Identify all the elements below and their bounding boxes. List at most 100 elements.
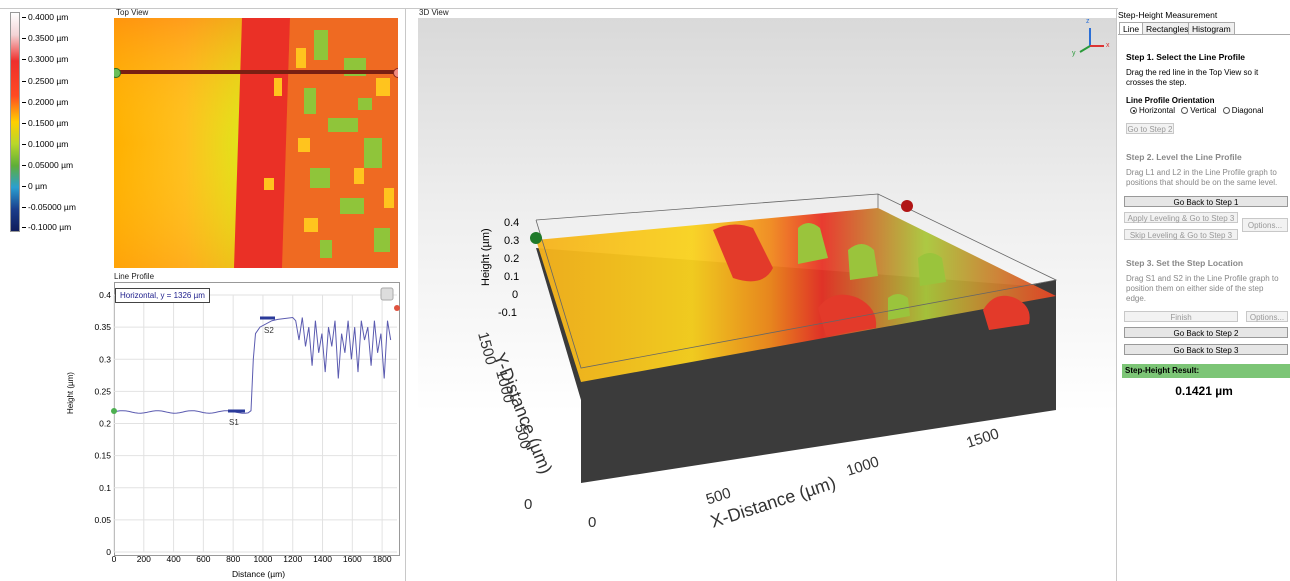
profile-x-axis-label: Distance (µm)	[232, 569, 286, 579]
s1-label: S1	[229, 418, 239, 427]
scale-label: 0.1500 µm	[22, 118, 68, 128]
scale-label: 0.1000 µm	[22, 139, 68, 149]
line-handle-right[interactable]	[393, 68, 398, 78]
y-tick-label: 0.05	[94, 515, 111, 525]
x-tick-label: 1800	[373, 554, 392, 564]
panel-title: Step-Height Measurement	[1118, 10, 1218, 20]
step1-text: Drag the red line in the Top View so it …	[1126, 68, 1259, 87]
scale-label: -0.05000 µm	[22, 202, 76, 212]
profile-start-marker[interactable]	[111, 408, 117, 414]
view3d-canvas[interactable]: 0.4 0.3 0.2 0.1 0 -0.1 Height (µm) 1500 …	[418, 18, 1116, 581]
result-value: 0.1421 µm	[1175, 384, 1233, 398]
scale-label: 0.3500 µm	[22, 33, 68, 43]
step3-title: Step 3. Set the Step Location	[1126, 258, 1244, 268]
orientation-label: Line Profile Orientation	[1126, 96, 1215, 105]
radio-horizontal[interactable]	[1130, 107, 1137, 115]
tab-divider	[1118, 34, 1290, 35]
top-view-texture	[114, 18, 398, 268]
axis-icon-z-label: z	[1086, 18, 1090, 25]
y-tick-label: 0.15	[94, 451, 111, 461]
profile-x-ticks: 0 200 400 600 800 1000 1200 1400 1600 1800	[112, 554, 392, 564]
result-label: Step-Height Result:	[1122, 364, 1290, 378]
radio-horizontal-label: Horizontal	[1139, 106, 1176, 115]
y-tick-label: 0.2	[99, 419, 111, 429]
scale-label: 0.2000 µm	[22, 97, 68, 107]
axis-orientation-icon	[1079, 28, 1104, 53]
y-tick-label: 0.3	[99, 354, 111, 364]
radio-diagonal-label: Diagonal	[1231, 106, 1264, 115]
x-tick-label: 1400	[313, 554, 332, 564]
go-back-step2-button[interactable]: Go Back to Step 2	[1124, 327, 1288, 338]
go-back-step1-button[interactable]: Go Back to Step 1	[1124, 196, 1288, 207]
profile-grid	[113, 294, 397, 553]
z-tick: -0.1	[498, 307, 517, 319]
orientation-options: Horizontal Vertical Diagonal	[1126, 106, 1284, 116]
z-tick: 0.3	[504, 235, 520, 247]
surface-3d-render	[530, 28, 1104, 483]
z-tick: 0.1	[504, 271, 520, 283]
top-view-heightmap[interactable]	[114, 18, 398, 268]
leveling-options-button[interactable]: Options...	[1242, 218, 1288, 232]
tab-histogram[interactable]: Histogram	[1188, 22, 1235, 35]
x-tick: 0	[588, 514, 597, 531]
s2-label: S2	[264, 326, 274, 335]
z-axis-label: Height (µm)	[480, 228, 492, 286]
axis-icon-y-label: y	[1072, 50, 1076, 57]
top-border	[0, 8, 1290, 9]
radio-vertical-label: Vertical	[1190, 106, 1217, 115]
skip-leveling-button[interactable]: Skip Leveling & Go to Step 3	[1124, 229, 1238, 240]
step3-text: Drag S1 and S2 in the Line Profile graph…	[1126, 274, 1279, 303]
profile-legend: Horizontal, y = 1326 µm	[115, 288, 210, 303]
profile-curve	[113, 316, 392, 414]
step3-options-button[interactable]: Options...	[1246, 311, 1288, 322]
x-tick-label: 1200	[283, 554, 302, 564]
height-color-scale	[10, 12, 20, 232]
profile-y-axis-label: Height (µm)	[66, 372, 75, 414]
go-back-step3-button[interactable]: Go Back to Step 3	[1124, 344, 1288, 355]
step1-title: Step 1. Select the Line Profile	[1126, 52, 1246, 62]
scale-label: 0.2500 µm	[22, 76, 68, 86]
radio-diagonal[interactable]	[1222, 107, 1230, 115]
y-tick-label: 0.1	[99, 483, 111, 493]
step-height-panel: Step-Height Measurement Line Rectangles …	[1118, 8, 1290, 581]
axis-icon-x-label: x	[1106, 42, 1110, 49]
line-handle-left[interactable]	[114, 68, 121, 78]
scale-label: 0.4000 µm	[22, 12, 68, 22]
y-tick-label: 0	[106, 547, 111, 557]
profile-y-ticks: 0 0.05 0.1 0.15 0.2 0.25 0.3 0.35 0.4	[94, 290, 111, 557]
scale-label: 0.05000 µm	[22, 160, 73, 170]
line-profile-title: Line Profile	[114, 272, 155, 281]
x-tick-label: 200	[137, 554, 151, 564]
scale-label: 0 µm	[22, 181, 47, 191]
surface-end-marker[interactable]	[901, 200, 913, 212]
y-tick: 0	[524, 496, 533, 513]
scale-label: 0.3000 µm	[22, 54, 68, 64]
step2-text: Drag L1 and L2 in the Line Profile graph…	[1126, 168, 1278, 187]
step2-title: Step 2. Level the Line Profile	[1126, 152, 1242, 162]
x-tick-label: 0	[112, 554, 117, 564]
finish-button[interactable]: Finish	[1124, 311, 1238, 322]
radio-vertical[interactable]	[1181, 107, 1189, 115]
z-tick: 0.2	[504, 253, 520, 265]
y-tick-label: 0.4	[99, 290, 111, 300]
top-view-title: Top View	[116, 8, 149, 17]
x-tick-label: 400	[166, 554, 180, 564]
apply-leveling-button[interactable]: Apply Leveling & Go to Step 3	[1124, 212, 1238, 223]
line-profile-graph[interactable]: 0 0.05 0.1 0.15 0.2 0.25 0.3 0.35 0.4 0 200 400 600…	[94, 280, 400, 580]
view3d-title: 3D View	[419, 8, 449, 17]
scale-label: -0.1000 µm	[22, 222, 71, 232]
x-tick-label: 800	[226, 554, 240, 564]
x-tick-label: 1600	[343, 554, 362, 564]
z-tick: 0.4	[504, 217, 520, 229]
y-tick-label: 0.35	[94, 322, 111, 332]
x-tick-label: 1000	[253, 554, 272, 564]
go-to-step2-button[interactable]: Go to Step 2	[1126, 123, 1174, 134]
surface-start-marker[interactable]	[530, 232, 542, 244]
x-tick-label: 600	[196, 554, 210, 564]
profile-options-icon[interactable]	[380, 287, 394, 301]
profile-end-marker[interactable]	[394, 305, 400, 311]
y-tick-label: 0.25	[94, 386, 111, 396]
z-tick: 0	[512, 289, 519, 301]
panel-divider	[405, 8, 406, 581]
panel-divider	[1116, 8, 1117, 581]
